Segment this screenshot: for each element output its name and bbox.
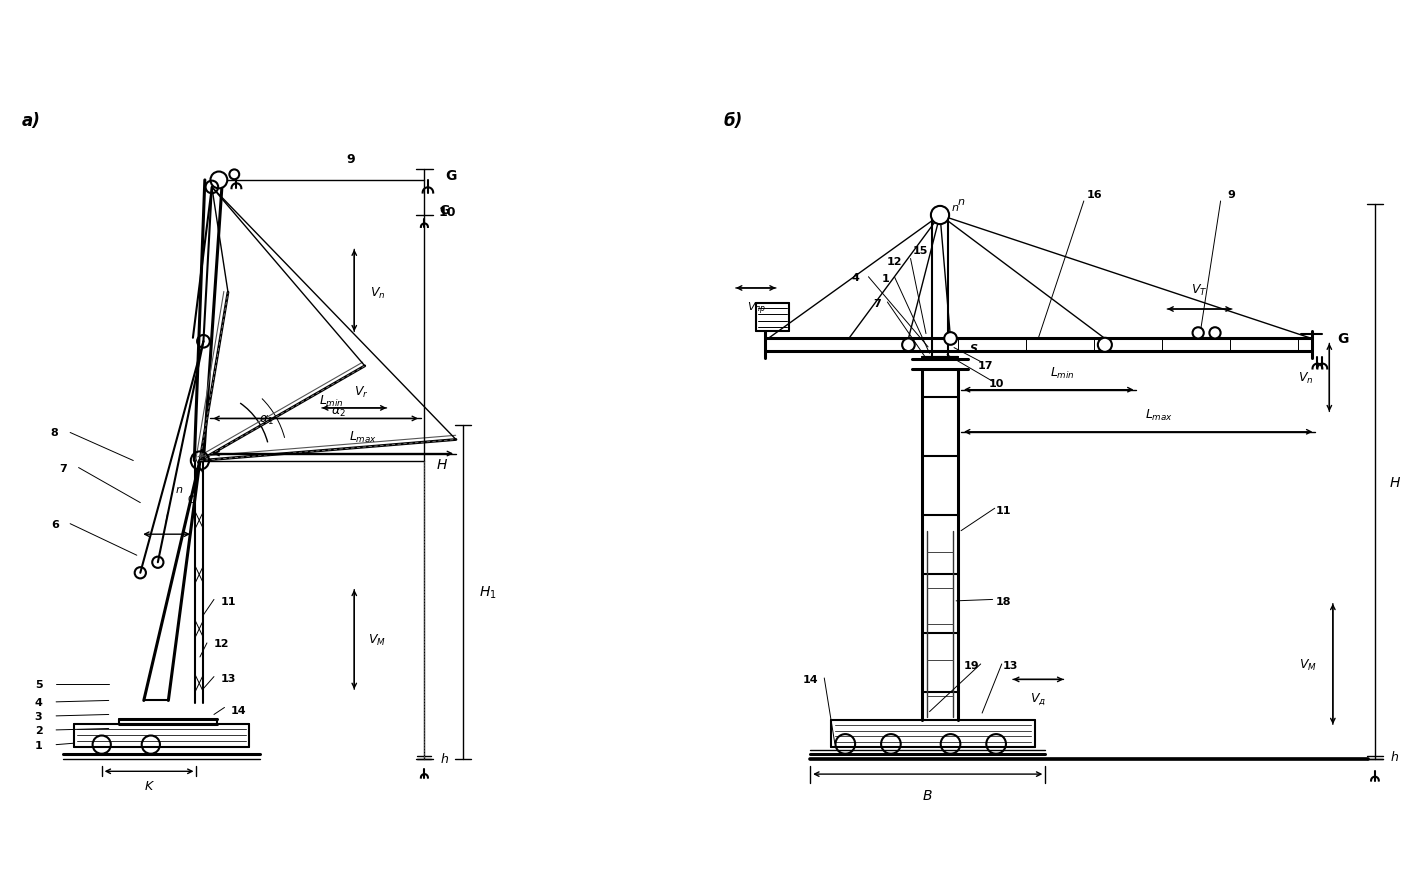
Text: а): а) <box>22 112 41 131</box>
Text: 12: 12 <box>887 257 902 266</box>
Circle shape <box>210 173 227 190</box>
Text: 7: 7 <box>59 463 67 473</box>
Text: $V_д$: $V_д$ <box>1030 690 1047 706</box>
Text: 4: 4 <box>852 273 860 283</box>
Text: O: O <box>188 494 195 504</box>
Text: 9: 9 <box>347 153 355 166</box>
Text: 6: 6 <box>51 519 59 529</box>
Text: $V_T$: $V_T$ <box>1191 283 1208 298</box>
Text: $L_{min}$: $L_{min}$ <box>1051 365 1075 380</box>
Circle shape <box>1097 339 1113 352</box>
Text: 15: 15 <box>913 246 927 256</box>
Text: $l$: $l$ <box>164 510 170 524</box>
Text: 18: 18 <box>995 596 1012 606</box>
Text: 1: 1 <box>35 740 42 750</box>
Text: 10: 10 <box>989 379 1003 389</box>
Text: n: n <box>953 202 958 213</box>
Text: h: h <box>441 752 448 765</box>
Text: 8: 8 <box>51 428 59 438</box>
Text: $V_{пр}$: $V_{пр}$ <box>746 300 766 316</box>
Text: 4: 4 <box>35 697 42 707</box>
Text: h: h <box>1390 750 1399 763</box>
Text: $L_{max}$: $L_{max}$ <box>1145 408 1173 422</box>
Text: 3: 3 <box>35 711 42 721</box>
Text: 11: 11 <box>220 596 236 606</box>
Text: $L_{max}$: $L_{max}$ <box>349 429 377 444</box>
Text: 19: 19 <box>964 661 979 670</box>
Circle shape <box>902 339 915 351</box>
Circle shape <box>932 207 948 225</box>
Circle shape <box>1209 328 1221 339</box>
Text: $\alpha_2$: $\alpha_2$ <box>331 405 345 418</box>
Text: $L_{min}$: $L_{min}$ <box>318 394 344 409</box>
Text: 11: 11 <box>995 505 1012 515</box>
Text: 14: 14 <box>803 675 818 685</box>
Text: S: S <box>969 344 978 354</box>
Text: 13: 13 <box>1003 661 1017 670</box>
Text: 14: 14 <box>230 704 247 715</box>
Text: 12: 12 <box>213 638 229 648</box>
Circle shape <box>230 170 240 180</box>
Text: 9: 9 <box>1228 190 1235 199</box>
Text: 16: 16 <box>1086 190 1103 199</box>
Text: 13: 13 <box>220 673 236 683</box>
Text: G: G <box>445 169 457 182</box>
Text: 17: 17 <box>978 360 993 371</box>
Text: K: K <box>145 779 153 792</box>
Text: G: G <box>1337 332 1350 346</box>
Text: б): б) <box>724 112 742 131</box>
Circle shape <box>944 333 957 345</box>
Text: $H_1$: $H_1$ <box>478 584 497 601</box>
Text: $V_r$: $V_r$ <box>354 384 369 400</box>
Text: 10: 10 <box>438 206 456 219</box>
Text: B: B <box>923 789 933 802</box>
Text: n: n <box>958 197 964 207</box>
Text: $V_n$: $V_n$ <box>369 285 386 300</box>
Text: 7: 7 <box>873 299 881 308</box>
Text: 5: 5 <box>35 679 42 689</box>
Text: n: n <box>175 484 182 494</box>
Text: $\alpha_1$: $\alpha_1$ <box>260 414 274 427</box>
Text: G: G <box>439 204 449 216</box>
Text: $V_M$: $V_M$ <box>369 632 386 647</box>
Text: 2: 2 <box>35 725 42 735</box>
Text: H: H <box>436 458 448 471</box>
Text: 1: 1 <box>881 274 890 283</box>
Text: $V_M$: $V_M$ <box>1299 657 1317 671</box>
Text: H: H <box>1389 475 1400 489</box>
Text: $V_n$: $V_n$ <box>1298 370 1315 385</box>
Circle shape <box>1193 328 1204 339</box>
